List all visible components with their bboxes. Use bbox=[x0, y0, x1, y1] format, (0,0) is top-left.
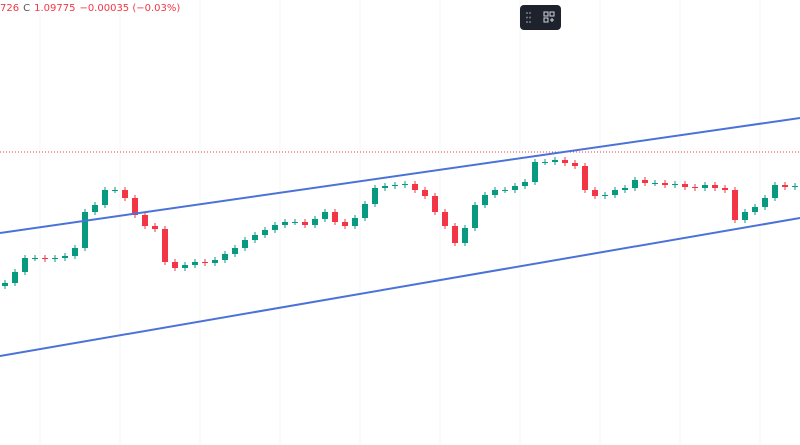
candle-body bbox=[112, 190, 118, 191]
candle-body bbox=[742, 212, 748, 220]
candle-body bbox=[722, 188, 728, 190]
candle-body bbox=[692, 187, 698, 188]
candle-body bbox=[352, 218, 358, 226]
candle-body bbox=[462, 228, 468, 243]
candle-body bbox=[392, 185, 398, 186]
candle-body bbox=[602, 195, 608, 196]
candle-body bbox=[672, 184, 678, 185]
toolbar-icons bbox=[526, 11, 555, 23]
channel-line bbox=[0, 217, 800, 357]
candle-body bbox=[572, 163, 578, 166]
candle-body bbox=[262, 230, 268, 235]
candle-body bbox=[202, 262, 208, 263]
candle-body bbox=[472, 205, 478, 228]
candle-body bbox=[492, 190, 498, 195]
candle-body bbox=[282, 222, 288, 225]
candle-body bbox=[382, 186, 388, 188]
candle-body bbox=[212, 260, 218, 263]
candle-body bbox=[652, 183, 658, 184]
candle-body bbox=[762, 198, 768, 207]
candle-body bbox=[592, 190, 598, 196]
change-value: −0.00035 (−0.03%) bbox=[79, 3, 181, 14]
candle-body bbox=[532, 162, 538, 182]
candle-body bbox=[402, 184, 408, 185]
legend-prefix: 726 bbox=[0, 3, 20, 14]
candle-body bbox=[292, 222, 298, 223]
candle-body bbox=[162, 229, 168, 262]
candle-body bbox=[252, 235, 258, 240]
candle-body bbox=[242, 240, 248, 248]
candle-body bbox=[192, 262, 198, 265]
candle-body bbox=[312, 219, 318, 225]
candle-body bbox=[22, 258, 28, 272]
candle-body bbox=[612, 190, 618, 195]
candle-body bbox=[642, 180, 648, 183]
candle-body bbox=[552, 160, 558, 162]
candle-body bbox=[792, 186, 798, 187]
candle-body bbox=[482, 195, 488, 205]
candle-body bbox=[322, 212, 328, 219]
candle-body bbox=[702, 185, 708, 188]
candle-body bbox=[232, 248, 238, 254]
floating-toolbar[interactable] bbox=[520, 5, 561, 30]
candle-body bbox=[772, 185, 778, 198]
candle-body bbox=[92, 205, 98, 212]
candle-body bbox=[502, 190, 508, 191]
candle-body bbox=[152, 226, 158, 229]
candle-body bbox=[582, 166, 588, 190]
candle-body bbox=[142, 215, 148, 226]
candle-body bbox=[732, 190, 738, 220]
candle-body bbox=[222, 254, 228, 260]
candle-body bbox=[442, 212, 448, 226]
channel-line bbox=[0, 117, 800, 234]
candle-body bbox=[52, 258, 58, 259]
candle-body bbox=[432, 196, 438, 212]
candle-body bbox=[82, 212, 88, 248]
candle-body bbox=[542, 162, 548, 163]
candle-body bbox=[682, 184, 688, 187]
candle-body bbox=[332, 212, 338, 222]
candle-body bbox=[72, 248, 78, 256]
close-label: C bbox=[23, 3, 31, 14]
candle-body bbox=[452, 226, 458, 243]
ohlc-legend: 726 C 1.09775 −0.00035 (−0.03%) bbox=[0, 3, 184, 14]
candle-body bbox=[372, 188, 378, 204]
candle-body bbox=[172, 262, 178, 268]
candle-body bbox=[422, 190, 428, 196]
candle-body bbox=[2, 283, 8, 286]
candle-body bbox=[512, 186, 518, 190]
candle-body bbox=[782, 185, 788, 187]
candle-body bbox=[342, 222, 348, 226]
candle-body bbox=[42, 258, 48, 259]
candle-body bbox=[182, 265, 188, 268]
candle-body bbox=[32, 258, 38, 259]
candle-body bbox=[302, 222, 308, 225]
candle-body bbox=[272, 225, 278, 230]
candle-body bbox=[632, 180, 638, 188]
candle-body bbox=[562, 160, 568, 163]
candle-body bbox=[752, 207, 758, 212]
candle-body bbox=[522, 182, 528, 186]
candle-body bbox=[412, 184, 418, 190]
close-value: 1.09775 bbox=[34, 3, 76, 14]
candle-body bbox=[712, 185, 718, 188]
candle-body bbox=[362, 204, 368, 218]
candle-body bbox=[102, 190, 108, 205]
candle-body bbox=[12, 272, 18, 283]
candle-body bbox=[622, 188, 628, 190]
candle-body bbox=[122, 190, 128, 198]
candle-body bbox=[132, 198, 138, 215]
candle-body bbox=[662, 183, 668, 185]
candle-body bbox=[62, 256, 68, 258]
